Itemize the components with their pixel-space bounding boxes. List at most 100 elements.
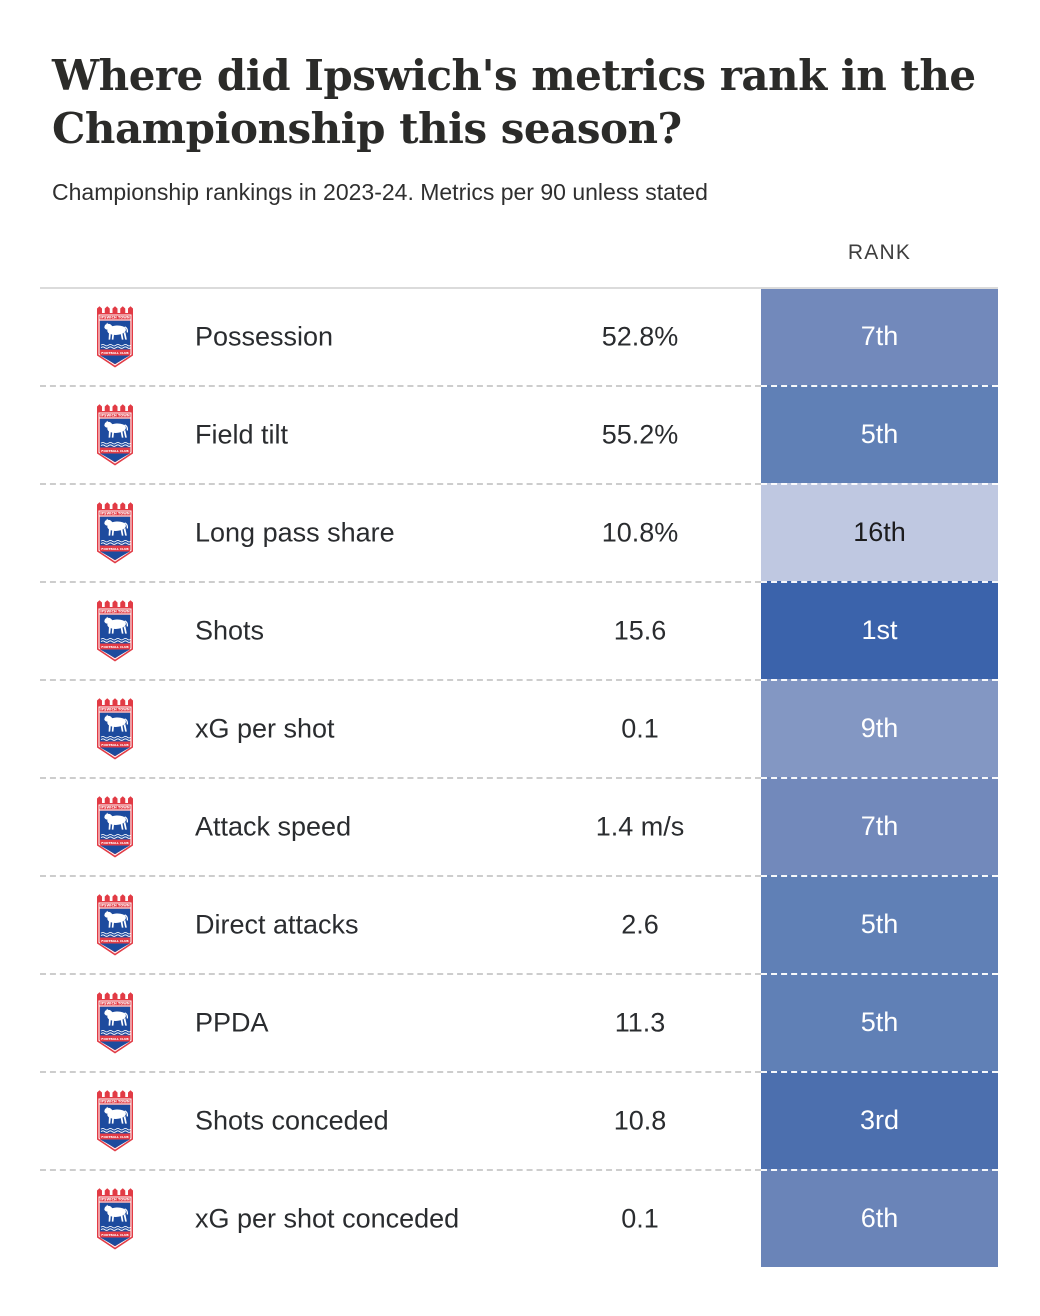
metric-label: xG per shot	[195, 713, 335, 744]
ipswich-town-crest-icon: IPSWICH TOWN FOOTBALL CLUB	[93, 305, 137, 369]
ipswich-town-crest-icon: IPSWICH TOWN FOOTBALL CLUB	[93, 1089, 137, 1153]
metrics-table: IPSWICH TOWN FOOTBALL CLUB Possession 52…	[40, 286, 998, 1267]
crest-top-text: IPSWICH TOWN	[100, 805, 130, 809]
metric-value: 15.6	[613, 615, 667, 646]
ipswich-town-crest-icon: IPSWICH TOWN FOOTBALL CLUB	[93, 1187, 137, 1251]
metric-value: 10.8%	[601, 517, 679, 548]
metric-label: Possession	[195, 321, 334, 352]
rank-cell: 5th	[761, 384, 998, 483]
rank-value: 1st	[861, 615, 898, 646]
suffolk-punch-horse-icon	[104, 518, 129, 536]
rank-cell: 7th	[761, 286, 998, 385]
rank-value: 5th	[860, 909, 899, 940]
crest-bottom-text: FOOTBALL CLUB	[101, 1134, 129, 1138]
crest-top-text: IPSWICH TOWN	[100, 903, 130, 907]
metric-label: Direct attacks	[195, 909, 359, 940]
suffolk-punch-horse-icon	[104, 420, 129, 438]
rank-cell: 6th	[761, 1168, 998, 1267]
rank-value: 3rd	[859, 1105, 900, 1136]
ipswich-town-crest-icon: IPSWICH TOWN FOOTBALL CLUB	[93, 991, 137, 1055]
crest-bottom-text: FOOTBALL CLUB	[101, 1232, 129, 1236]
metric-value: 0.1	[621, 713, 659, 744]
ipswich-town-crest-icon: IPSWICH TOWN FOOTBALL CLUB	[93, 501, 137, 565]
crest-top-text: IPSWICH TOWN	[100, 511, 130, 515]
rank-cell: 1st	[761, 580, 998, 679]
metric-value: 0.1	[621, 1203, 659, 1234]
metric-value: 55.2%	[601, 419, 679, 450]
suffolk-punch-horse-icon	[104, 1106, 129, 1124]
crest-bottom-text: FOOTBALL CLUB	[101, 742, 129, 746]
suffolk-punch-horse-icon	[104, 910, 129, 928]
table-row-left: IPSWICH TOWN FOOTBALL CLUB Shots concede…	[40, 1070, 761, 1169]
table-row-left: IPSWICH TOWN FOOTBALL CLUB xG per shot 0…	[40, 678, 761, 777]
rank-cell: 7th	[761, 776, 998, 875]
metric-value: 10.8	[613, 1105, 667, 1136]
suffolk-punch-horse-icon	[104, 1008, 129, 1026]
crest-top-text: IPSWICH TOWN	[100, 315, 130, 319]
rank-value: 5th	[860, 1007, 899, 1038]
table-row: IPSWICH TOWN FOOTBALL CLUB Shots 15.6 1s…	[40, 580, 998, 679]
crest-bottom-text: FOOTBALL CLUB	[101, 448, 129, 452]
suffolk-punch-horse-icon	[104, 812, 129, 830]
page-title: Where did Ipswich's metrics rank in the …	[52, 51, 976, 153]
table-row: IPSWICH TOWN FOOTBALL CLUB Field tilt 55…	[40, 384, 998, 483]
metric-label: PPDA	[195, 1007, 269, 1038]
crest-bottom-text: FOOTBALL CLUB	[101, 840, 129, 844]
metric-value: 52.8%	[601, 321, 679, 352]
rank-cell: 16th	[761, 482, 998, 581]
table-row-left: IPSWICH TOWN FOOTBALL CLUB Possession 52…	[40, 286, 761, 385]
metric-label: xG per shot conceded	[195, 1203, 460, 1234]
table-row: IPSWICH TOWN FOOTBALL CLUB PPDA 11.3 5th	[40, 972, 998, 1071]
metric-value: 1.4 m/s	[595, 811, 685, 842]
table-row-left: IPSWICH TOWN FOOTBALL CLUB PPDA 11.3	[40, 972, 761, 1071]
table-row-left: IPSWICH TOWN FOOTBALL CLUB Direct attack…	[40, 874, 761, 973]
crest-top-text: IPSWICH TOWN	[100, 413, 130, 417]
metric-label: Long pass share	[195, 517, 395, 548]
table-row: IPSWICH TOWN FOOTBALL CLUB Long pass sha…	[40, 482, 998, 581]
rank-cell: 5th	[761, 972, 998, 1071]
ipswich-town-crest-icon: IPSWICH TOWN FOOTBALL CLUB	[93, 795, 137, 859]
rank-cell: 3rd	[761, 1070, 998, 1169]
crest-top-text: IPSWICH TOWN	[100, 1197, 130, 1201]
table-row-left: IPSWICH TOWN FOOTBALL CLUB Field tilt 55…	[40, 384, 761, 483]
table-row: IPSWICH TOWN FOOTBALL CLUB Attack speed …	[40, 776, 998, 875]
metric-value: 2.6	[621, 909, 659, 940]
table-row: IPSWICH TOWN FOOTBALL CLUB Shots concede…	[40, 1070, 998, 1169]
table-row: IPSWICH TOWN FOOTBALL CLUB xG per shot c…	[40, 1168, 998, 1267]
suffolk-punch-horse-icon	[104, 616, 129, 634]
rank-column-header: RANK	[847, 240, 912, 264]
table-row: IPSWICH TOWN FOOTBALL CLUB Possession 52…	[40, 286, 998, 385]
crest-bottom-text: FOOTBALL CLUB	[101, 350, 129, 354]
table-row: IPSWICH TOWN FOOTBALL CLUB xG per shot 0…	[40, 678, 998, 777]
rank-value: 16th	[853, 517, 906, 548]
ipswich-town-crest-icon: IPSWICH TOWN FOOTBALL CLUB	[93, 697, 137, 761]
ipswich-town-crest-icon: IPSWICH TOWN FOOTBALL CLUB	[93, 599, 137, 663]
rank-cell: 9th	[761, 678, 998, 777]
crest-top-text: IPSWICH TOWN	[100, 707, 130, 711]
suffolk-punch-horse-icon	[104, 322, 129, 340]
rank-value: 6th	[860, 1203, 899, 1234]
ipswich-town-crest-icon: IPSWICH TOWN FOOTBALL CLUB	[93, 403, 137, 467]
metric-label: Attack speed	[195, 811, 352, 842]
table-row-left: IPSWICH TOWN FOOTBALL CLUB Attack speed …	[40, 776, 761, 875]
crest-top-text: IPSWICH TOWN	[100, 1099, 130, 1103]
table-row: IPSWICH TOWN FOOTBALL CLUB Direct attack…	[40, 874, 998, 973]
crest-top-text: IPSWICH TOWN	[100, 1001, 130, 1005]
metric-label: Field tilt	[195, 419, 289, 450]
rank-value: 9th	[860, 713, 899, 744]
metric-value: 11.3	[614, 1007, 666, 1038]
crest-bottom-text: FOOTBALL CLUB	[101, 1036, 129, 1040]
table-row-left: IPSWICH TOWN FOOTBALL CLUB Shots 15.6	[40, 580, 761, 679]
suffolk-punch-horse-icon	[104, 714, 129, 732]
ipswich-town-crest-icon: IPSWICH TOWN FOOTBALL CLUB	[93, 893, 137, 957]
rank-header-row: RANK	[40, 241, 998, 265]
crest-bottom-text: FOOTBALL CLUB	[101, 938, 129, 942]
rank-value: 7th	[860, 321, 899, 352]
crest-bottom-text: FOOTBALL CLUB	[101, 546, 129, 550]
rank-value: 7th	[860, 811, 899, 842]
page-subtitle: Championship rankings in 2023-24. Metric…	[52, 179, 708, 205]
crest-top-text: IPSWICH TOWN	[100, 609, 130, 613]
rank-value: 5th	[860, 419, 899, 450]
table-row-left: IPSWICH TOWN FOOTBALL CLUB Long pass sha…	[40, 482, 761, 581]
